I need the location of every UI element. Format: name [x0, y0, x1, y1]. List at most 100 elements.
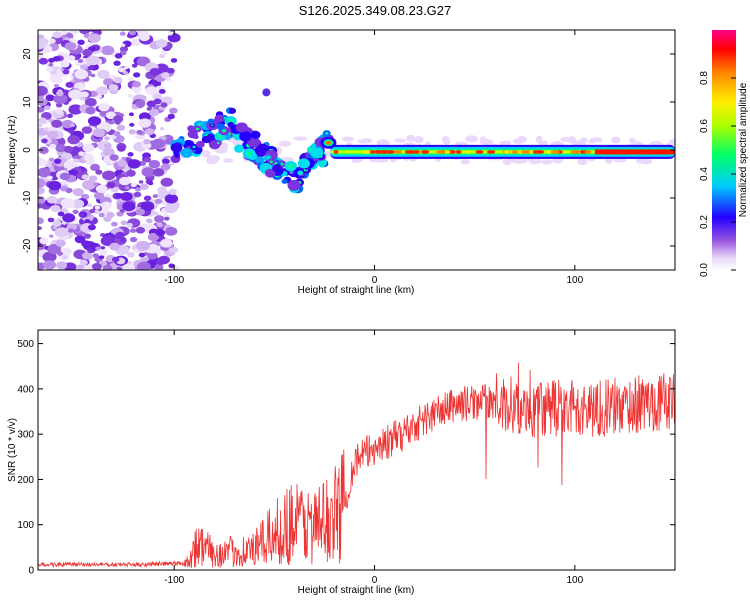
heatmap-cell: [85, 106, 96, 115]
heatmap-cell: [106, 181, 116, 189]
heatmap-cell: [167, 33, 181, 43]
heatmap-cell: [64, 41, 77, 51]
heatmap-cell: [60, 198, 76, 209]
y-tick-label: -20: [22, 238, 33, 253]
heatmap-cell: [110, 134, 117, 140]
heatmap-cell: [120, 43, 126, 47]
heatmap-cell: [90, 163, 100, 172]
heatmap-cell: [109, 242, 120, 251]
heatmap-cell: [310, 147, 324, 159]
heatmap-cell: [362, 150, 371, 154]
heatmap-cell: [164, 216, 170, 221]
heatmap-cell: [129, 122, 135, 127]
heatmap-cell: [257, 143, 269, 153]
heatmap-cell: [108, 84, 119, 92]
heatmap-cell: [183, 149, 190, 155]
heatmap-cell: [99, 249, 108, 256]
colorbar-gradient: [712, 30, 736, 270]
x-tick-label: 100: [566, 575, 583, 586]
heatmap-cell: [52, 226, 57, 230]
heatmap-cell: [235, 122, 248, 133]
heatmap-cell: [47, 244, 62, 255]
heatmap-cell: [143, 157, 152, 163]
heatmap-cell: [214, 114, 225, 123]
heatmap-cell: [152, 194, 159, 199]
heatmap-cell: [223, 158, 234, 163]
heatmap-cell: [227, 121, 235, 128]
heatmap-cell: [125, 186, 130, 190]
heatmap-cell: [60, 30, 68, 35]
heatmap-cell: [119, 31, 126, 36]
heatmap-cell: [460, 159, 471, 165]
heatmap-cell: [145, 86, 158, 95]
heatmap-cell: [201, 150, 211, 158]
heatmap-cell: [98, 212, 105, 218]
heatmap-cell: [43, 127, 50, 132]
heatmap-cell: [86, 203, 93, 208]
heatmap-cell: [584, 150, 592, 154]
heatmap-cell: [272, 164, 282, 173]
heatmap-cell: [127, 152, 134, 157]
heatmap-cell: [169, 107, 178, 114]
heatmap-cell: [38, 54, 44, 59]
heatmap-cell: [157, 186, 167, 194]
heatmap-cell: [536, 135, 543, 144]
snr-background: [38, 330, 675, 570]
heatmap-cell: [61, 247, 72, 256]
heatmap-cell: [131, 63, 138, 68]
heatmap-cell: [59, 172, 71, 181]
heatmap-cell: [56, 261, 68, 270]
colorbar: 0.0 0.2 0.4 0.6 0.8 Normalized spectral ampl…: [699, 30, 749, 277]
heatmap-cell: [122, 201, 136, 212]
heatmap-cell: [193, 134, 199, 140]
spectrogram-x-label: Height of straight line (km): [298, 285, 415, 296]
heatmap-cell: [145, 218, 153, 224]
heatmap-cell: [138, 33, 150, 42]
heatmap-cell: [105, 111, 117, 120]
heatmap-cell: [56, 90, 64, 97]
heatmap-cell: [132, 81, 141, 88]
heatmap-cell: [120, 191, 133, 201]
heatmap-cell: [269, 160, 273, 163]
heatmap-cell: [75, 70, 86, 78]
heatmap-cell: [113, 131, 121, 137]
heatmap-cell: [166, 77, 171, 82]
colorbar-tick-label: 0.6: [699, 119, 710, 133]
heatmap-cell: [133, 191, 142, 198]
heatmap-cell: [154, 263, 164, 270]
snr-x-ticks: -100 0 100: [164, 330, 584, 586]
heatmap-cell: [133, 248, 139, 253]
heatmap-cell: [540, 159, 553, 165]
heatmap-cell: [320, 163, 324, 166]
snr-frame: [37, 329, 676, 571]
heatmap-cell: [151, 138, 166, 149]
heatmap-cell: [287, 180, 301, 191]
heatmap-cell: [79, 259, 88, 266]
heatmap-cell: [38, 106, 45, 113]
heatmap-cell: [52, 76, 63, 84]
heatmap-cell: [67, 55, 76, 62]
heatmap-cell: [195, 127, 200, 131]
heatmap-cell: [501, 140, 512, 147]
heatmap-cell: [560, 137, 574, 142]
heatmap-cell: [217, 141, 220, 145]
heatmap-cell: [87, 33, 101, 43]
heatmap-cell: [122, 263, 136, 270]
heatmap-cell: [38, 217, 44, 225]
heatmap-cell: [174, 153, 180, 158]
heatmap-cell: [104, 136, 110, 141]
heatmap-cell: [84, 219, 91, 224]
heatmap-cell: [162, 158, 170, 165]
heatmap-cell: [118, 67, 126, 73]
heatmap-cell: [82, 179, 96, 190]
heatmap-cell: [668, 139, 675, 144]
heatmap-cell: [333, 150, 339, 154]
heatmap-cell: [38, 123, 43, 128]
heatmap-cell: [120, 237, 127, 243]
heatmap-cell: [502, 158, 512, 166]
heatmap-cell: [192, 145, 196, 149]
heatmap-cell: [546, 150, 553, 154]
heatmap-cell: [413, 150, 420, 154]
heatmap-cell: [465, 150, 471, 154]
